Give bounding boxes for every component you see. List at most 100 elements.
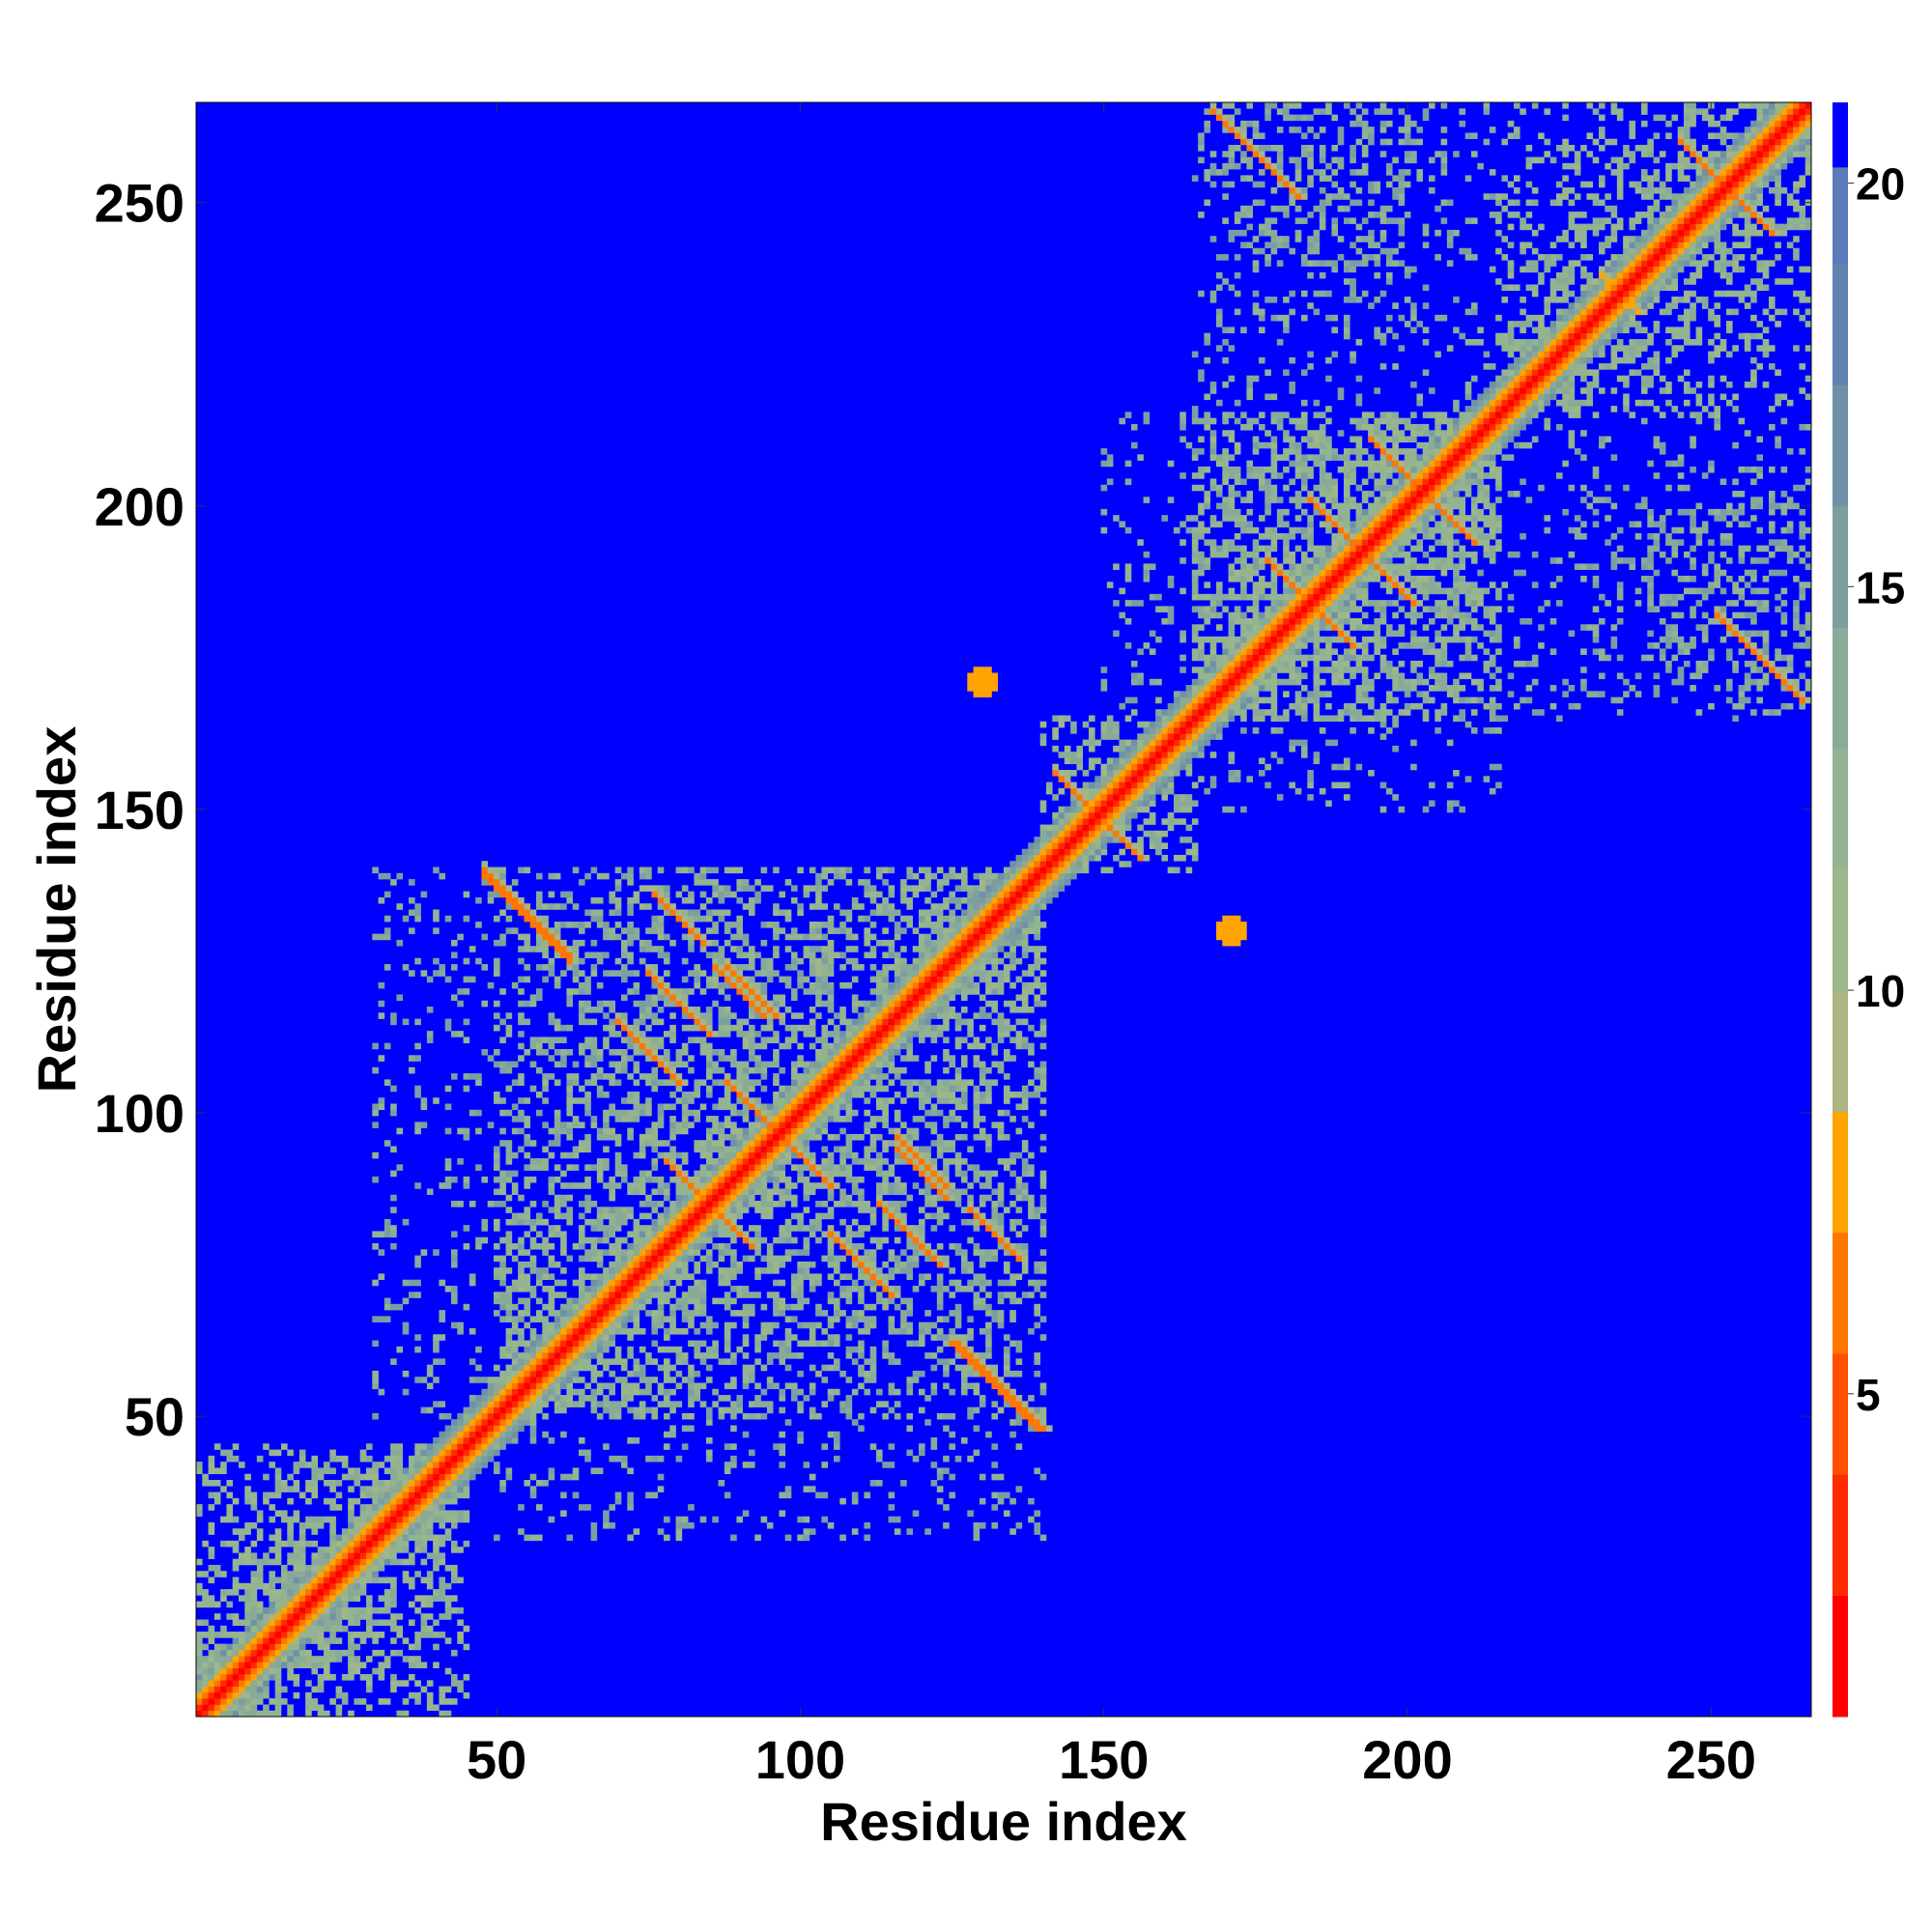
heatmap-cell	[1021, 1018, 1029, 1026]
heatmap-cell	[390, 1455, 397, 1463]
heatmap-cell	[518, 1031, 525, 1037]
heatmap-cell	[639, 1188, 646, 1196]
heatmap-cell	[469, 1467, 476, 1475]
heatmap-cell	[943, 1176, 950, 1183]
heatmap-cell	[305, 1656, 330, 1662]
heatmap-cell	[864, 1127, 871, 1135]
heatmap-cell	[912, 1225, 920, 1232]
heatmap-cell	[560, 1401, 567, 1407]
heatmap-cell	[603, 1158, 610, 1165]
heatmap-cell	[949, 1109, 956, 1117]
heatmap-cell	[736, 1292, 744, 1298]
heatmap-cell	[754, 1140, 761, 1147]
heatmap-cell	[979, 1066, 986, 1074]
heatmap-cell	[876, 1292, 883, 1298]
heatmap-cell	[919, 1443, 925, 1450]
heatmap-cell	[579, 939, 585, 947]
heatmap-cell	[943, 1055, 950, 1062]
heatmap-cell	[1034, 981, 1041, 989]
heatmap-cell	[985, 946, 992, 952]
heatmap-cell	[621, 1012, 628, 1019]
heatmap-cell	[924, 1151, 931, 1159]
heatmap-cell	[688, 1370, 695, 1378]
heatmap-cell	[809, 1327, 816, 1335]
heatmap-cell	[919, 964, 925, 971]
heatmap-cell	[298, 1619, 306, 1627]
heatmap-cell	[869, 1042, 877, 1050]
heatmap-cell	[311, 1473, 319, 1481]
heatmap-cell	[439, 1613, 452, 1620]
heatmap-cell	[675, 1303, 683, 1311]
heatmap-cell	[505, 1012, 513, 1019]
heatmap-cell	[651, 1146, 659, 1153]
heatmap-cell	[499, 1352, 506, 1359]
heatmap-cell	[876, 1073, 889, 1080]
heatmap-cell	[511, 1116, 525, 1122]
heatmap-cell	[651, 1243, 659, 1250]
heatmap-cell	[372, 1516, 379, 1523]
heatmap-cell	[1004, 1334, 1010, 1341]
heatmap-cell	[675, 1236, 683, 1244]
heatmap-cell	[208, 1564, 221, 1572]
heatmap-cell	[359, 1504, 367, 1511]
heatmap-cell	[803, 1109, 810, 1117]
heatmap-cell	[809, 1486, 816, 1492]
heatmap-cell	[845, 1085, 853, 1093]
heatmap-cell	[1039, 1133, 1047, 1141]
heatmap-cell	[657, 1310, 665, 1317]
heatmap-cell	[481, 1455, 489, 1463]
heatmap-cell	[688, 1194, 695, 1202]
heatmap-cell	[524, 1000, 531, 1008]
heatmap-cell	[779, 1231, 792, 1238]
heatmap-cell	[834, 1455, 840, 1463]
heatmap-cell	[779, 1066, 786, 1074]
heatmap-cell	[511, 1316, 519, 1322]
heatmap-cell	[239, 1686, 245, 1693]
heatmap-cell	[451, 1297, 458, 1305]
heatmap-cell	[730, 1352, 737, 1359]
heatmap-cell	[821, 1109, 829, 1117]
heatmap-cell	[596, 1127, 604, 1135]
heatmap-cell	[858, 1310, 865, 1317]
heatmap-cell	[930, 994, 938, 1002]
heatmap-cell	[439, 1582, 452, 1590]
heatmap-cell	[263, 1662, 270, 1669]
heatmap-cell	[858, 1176, 865, 1183]
heatmap-cell	[1034, 1000, 1041, 1008]
heatmap-cell	[335, 1710, 343, 1718]
heatmap-cell	[390, 1225, 397, 1232]
heatmap-cell	[657, 1528, 665, 1535]
heatmap-cell	[542, 1122, 549, 1128]
heatmap-cell	[815, 1066, 822, 1074]
heatmap-cell	[742, 1316, 750, 1322]
heatmap-cell	[232, 1656, 240, 1662]
heatmap-cell	[766, 1018, 774, 1026]
heatmap-cell	[919, 939, 925, 947]
heatmap-cell	[839, 1085, 846, 1093]
heatmap-cell	[979, 1042, 986, 1050]
heatmap-cell	[256, 1674, 264, 1681]
heatmap-cell	[548, 1340, 555, 1348]
heatmap-cell	[979, 1395, 986, 1402]
heatmap-cell	[834, 1236, 840, 1244]
heatmap-cell	[845, 1231, 853, 1238]
heatmap-cell	[348, 1540, 355, 1548]
heatmap-cell	[232, 1540, 240, 1548]
heatmap-cell	[845, 1243, 853, 1250]
heatmap-cell	[579, 1267, 585, 1274]
heatmap-cell	[730, 1534, 737, 1542]
heatmap-cell	[779, 1358, 786, 1365]
heatmap-cell	[603, 1292, 610, 1298]
heatmap-cell	[1028, 1516, 1035, 1523]
heatmap-cell	[949, 1097, 962, 1104]
heatmap-cell	[433, 970, 440, 977]
heatmap-cell	[572, 970, 580, 977]
heatmap-cell	[566, 1358, 574, 1365]
heatmap-cell	[639, 1012, 646, 1019]
heatmap-cell	[396, 1455, 404, 1463]
heatmap-cell	[287, 1704, 294, 1712]
heatmap-cell	[499, 1425, 506, 1433]
heatmap-cell	[341, 1589, 349, 1596]
heatmap-cell	[694, 1225, 701, 1232]
heatmap-cell	[524, 1388, 531, 1396]
